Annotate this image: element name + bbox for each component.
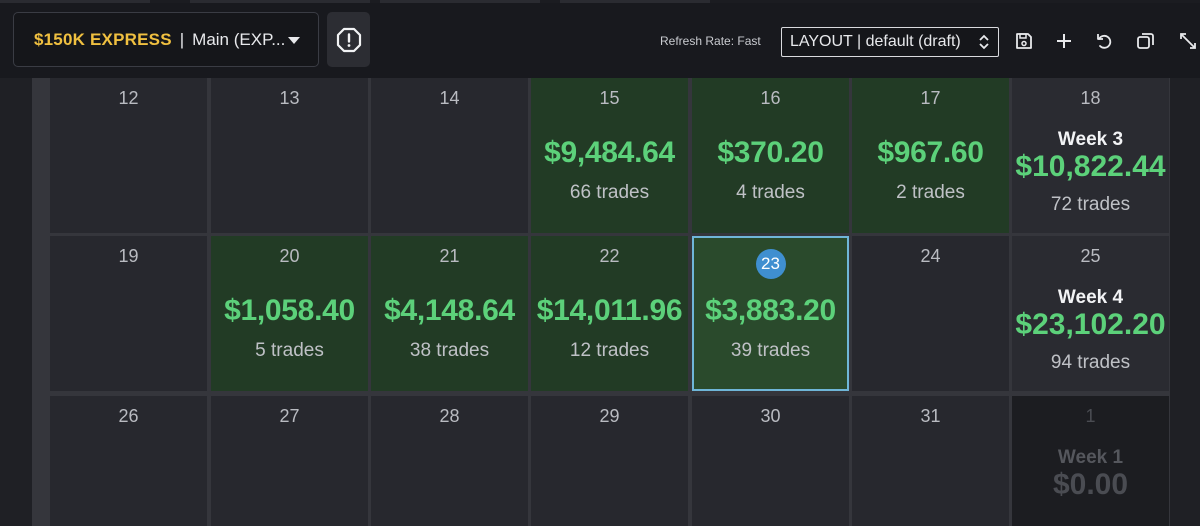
week-summary-cell[interactable]: 18 Week 3 $10,822.44 72 trades [1012, 78, 1169, 233]
day-number: 14 [439, 88, 460, 108]
account-selector[interactable]: $150K EXPRESS | Main (EXP... [13, 12, 319, 67]
plus-icon [1057, 34, 1071, 48]
alert-octagon-icon [336, 27, 361, 52]
day-number: 19 [118, 246, 139, 266]
today-badge: 23 [755, 249, 786, 279]
calendar-day-cell[interactable]: 20 $1,058.40 5 trades [211, 236, 368, 391]
calendar-day-cell[interactable]: 22 $14,011.96 12 trades [531, 236, 688, 391]
day-number: 29 [599, 406, 620, 426]
calendar-day-cell[interactable]: 13 [211, 78, 368, 233]
calendar-day-cell[interactable]: 24 [852, 236, 1009, 391]
day-pnl: $967.60 [877, 136, 984, 169]
chevron-down-icon [288, 37, 300, 44]
day-number: 31 [920, 406, 941, 426]
calendar-day-cell[interactable]: 15 $9,484.64 66 trades [531, 78, 688, 233]
calendar-day-cell[interactable]: 21 $4,148.64 38 trades [371, 236, 528, 391]
week-label: Week 3 [1057, 129, 1124, 150]
week-trade-count: 72 trades [1050, 194, 1131, 215]
day-number: 18 [1080, 88, 1101, 108]
calendar-day-cell[interactable]: 19 [50, 236, 207, 391]
day-number: 16 [760, 88, 781, 108]
account-name: $150K EXPRESS [34, 29, 172, 49]
day-trade-count: 4 trades [736, 182, 805, 203]
chevron-updown-icon [979, 34, 989, 50]
day-pnl: $4,148.64 [384, 294, 515, 327]
day-pnl: $3,883.20 [705, 294, 836, 327]
day-number: 27 [279, 406, 300, 426]
day-trade-count: 39 trades [730, 340, 811, 361]
day-number: 25 [1080, 246, 1101, 266]
save-icon [1016, 33, 1032, 49]
account-subtitle: Main (EXP... [192, 29, 286, 49]
undo-button[interactable] [1093, 30, 1115, 52]
windows-button[interactable] [1135, 30, 1157, 52]
day-pnl: $14,011.96 [536, 294, 683, 327]
day-number: 22 [599, 246, 620, 266]
day-pnl: $9,484.64 [544, 136, 675, 169]
day-number: 1 [1085, 406, 1096, 426]
calendar-day-cell[interactable]: 26 [50, 396, 207, 526]
week-summary-cell[interactable]: 1 Week 1 $0.00 [1012, 396, 1169, 526]
refresh-rate-label: Refresh Rate: Fast [660, 34, 761, 48]
top-strip [0, 0, 1200, 3]
day-number: 24 [920, 246, 941, 266]
undo-icon [1097, 34, 1112, 49]
day-number: 17 [920, 88, 941, 108]
day-number: 12 [118, 88, 139, 108]
day-trade-count: 38 trades [409, 340, 490, 361]
calendar-day-cell[interactable]: 30 [692, 396, 849, 526]
add-button[interactable] [1053, 30, 1075, 52]
day-number: 20 [279, 246, 300, 266]
week-pnl: $0.00 [1052, 468, 1129, 501]
calendar-day-cell[interactable]: 17 $967.60 2 trades [852, 78, 1009, 233]
day-number: 28 [439, 406, 460, 426]
expand-icon [1180, 33, 1196, 49]
day-number: 26 [118, 406, 139, 426]
week-pnl: $10,822.44 [1015, 150, 1166, 183]
calendar-day-cell[interactable]: 31 [852, 396, 1009, 526]
layout-value: LAYOUT | default (draft) [790, 33, 961, 50]
calendar-day-cell[interactable]: 29 [531, 396, 688, 526]
day-pnl: $370.20 [717, 136, 824, 169]
week-summary-cell[interactable]: 25 Week 4 $23,102.20 94 trades [1012, 236, 1169, 391]
calendar-day-cell[interactable]: 27 [211, 396, 368, 526]
week-trade-count: 94 trades [1050, 352, 1131, 373]
day-number: 15 [599, 88, 620, 108]
calendar-day-cell[interactable]: 14 [371, 78, 528, 233]
day-trade-count: 2 trades [896, 182, 965, 203]
left-gutter [0, 78, 32, 526]
account-separator: | [179, 29, 185, 49]
week-label: Week 4 [1057, 287, 1124, 308]
day-number: 13 [279, 88, 300, 108]
day-trade-count: 12 trades [569, 340, 650, 361]
right-gutter [1170, 78, 1200, 526]
calendar-day-cell[interactable]: 28 [371, 396, 528, 526]
toolbar: $150K EXPRESS | Main (EXP... Refresh Rat… [0, 3, 1200, 78]
calendar-day-cell[interactable]: 23 $3,883.20 39 trades [692, 236, 849, 391]
expand-button[interactable] [1177, 30, 1199, 52]
calendar-day-cell[interactable]: 12 [50, 78, 207, 233]
day-trade-count: 66 trades [569, 182, 650, 203]
week-pnl: $23,102.20 [1015, 308, 1166, 341]
day-number: 21 [439, 246, 460, 266]
day-pnl: $1,058.40 [224, 294, 355, 327]
layout-selector[interactable]: LAYOUT | default (draft) [781, 27, 999, 57]
week-label: Week 1 [1057, 447, 1124, 468]
alert-button[interactable] [327, 12, 370, 67]
windows-icon [1137, 33, 1154, 49]
calendar-grid: 12 13 14 15 $9,484.64 66 trades 16 $370.20 4 tra… [32, 78, 1170, 526]
save-button[interactable] [1013, 30, 1035, 52]
calendar-day-cell[interactable]: 16 $370.20 4 trades [692, 78, 849, 233]
day-trade-count: 5 trades [255, 340, 324, 361]
day-number: 30 [760, 406, 781, 426]
